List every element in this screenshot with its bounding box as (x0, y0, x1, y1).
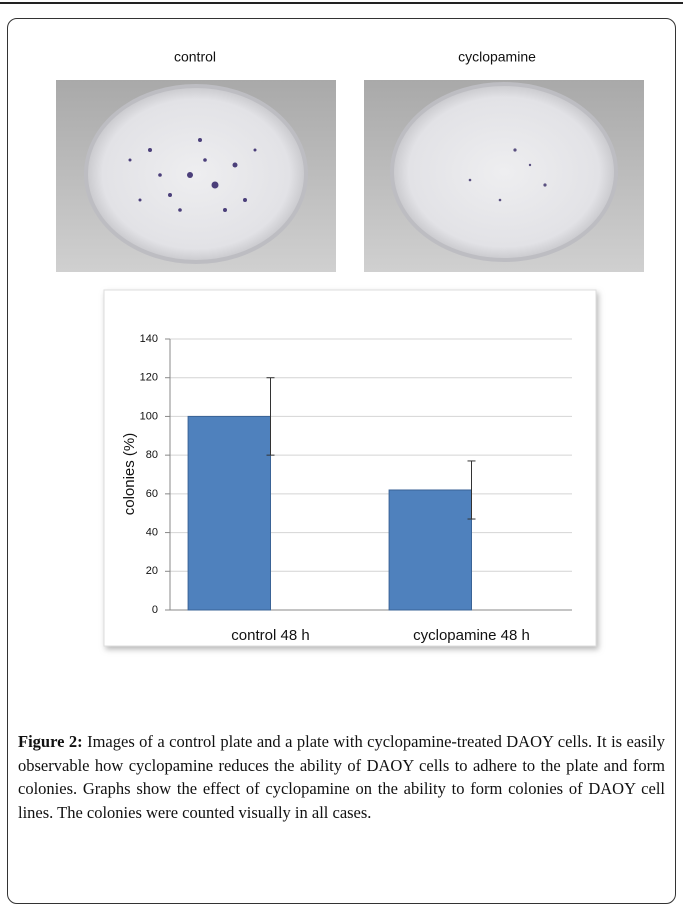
panel-label: cyclopamine (458, 49, 536, 65)
photo-control (56, 80, 336, 272)
y-tick-label: 20 (146, 565, 158, 577)
y-tick-label: 80 (146, 449, 158, 461)
y-tick-label: 40 (146, 526, 158, 538)
x-tick-label: cyclopamine 48 h (413, 627, 530, 644)
caption-label: Figure 2: (18, 732, 83, 751)
y-tick-label: 140 (140, 333, 158, 345)
page: {"figure": {"panel_labels": ["control", … (0, 0, 683, 920)
photo-cyclopamine (364, 80, 644, 272)
y-axis-label: colonies (%) (121, 433, 138, 516)
y-tick-label: 100 (140, 410, 158, 422)
panel-label: control (174, 49, 216, 65)
x-tick-label: control 48 h (231, 627, 309, 644)
y-tick-label: 60 (146, 488, 158, 500)
figure: control cyclopamine colonies (%) 0 20 40 60… (0, 0, 683, 700)
chart-panel (104, 290, 596, 646)
caption-text: Images of a control plate and a plate wi… (18, 732, 665, 822)
caption: Figure 2: Images of a control plate and … (18, 730, 665, 824)
y-tick-label: 120 (140, 372, 158, 384)
bar (389, 490, 471, 610)
y-tick-label: 0 (152, 604, 158, 616)
bar (188, 416, 270, 610)
